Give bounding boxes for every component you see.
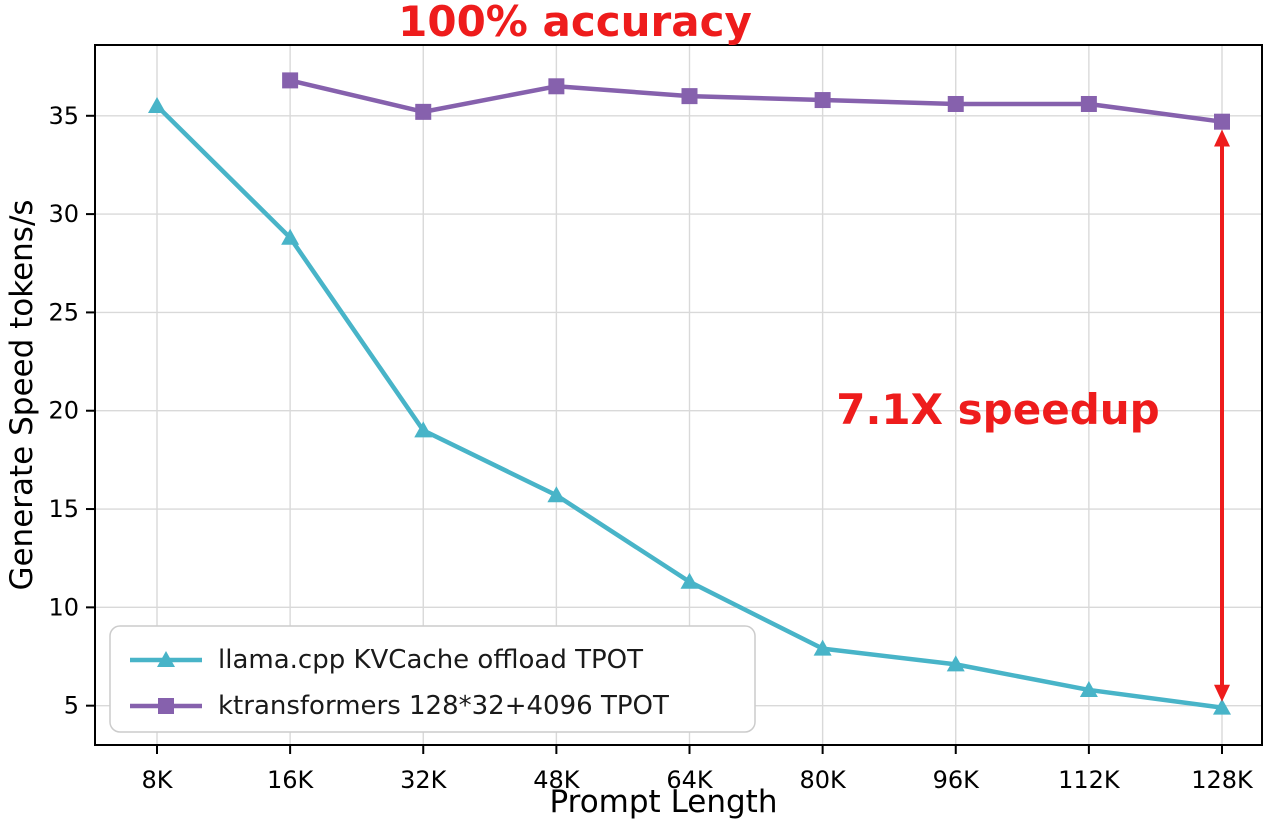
x-tick-label: 96K	[933, 766, 981, 794]
triangle-marker	[946, 655, 965, 672]
y-tick-label: 25	[48, 298, 79, 326]
speedup-arrow	[1214, 129, 1230, 702]
legend-label: llama.cpp KVCache offload TPOT	[218, 645, 643, 675]
legend-item-0: llama.cpp KVCache offload TPOT	[130, 645, 643, 675]
x-tick-label: 48K	[533, 766, 581, 794]
y-tick-label: 20	[48, 397, 79, 425]
x-tick-label: 80K	[799, 766, 847, 794]
square-marker	[1080, 95, 1097, 112]
square-marker	[814, 92, 831, 109]
triangle-marker	[414, 421, 433, 438]
square-marker	[282, 72, 299, 89]
y-tick-label: 30	[48, 200, 79, 228]
x-tick-label: 64K	[666, 766, 714, 794]
x-tick-label: 128K	[1191, 766, 1254, 794]
square-marker	[415, 103, 432, 120]
speedup-annotation: 7.1X speedup	[836, 385, 1160, 434]
accuracy-annotation: 100% accuracy	[398, 0, 752, 46]
triangle-marker	[680, 572, 699, 589]
arrow-head-down	[1214, 684, 1230, 702]
y-axis-label: Generate Speed tokens/s	[4, 199, 40, 590]
legend: llama.cpp KVCache offload TPOT ktransform…	[109, 625, 756, 733]
legend-label: ktransformers 128*32+4096 TPOT	[218, 691, 669, 721]
square-marker	[947, 95, 964, 112]
triangle-marker	[281, 228, 300, 245]
series-1	[282, 72, 1230, 130]
square-marker	[1214, 113, 1230, 130]
arrow-head-up	[1214, 129, 1230, 147]
y-tick-label: 10	[48, 593, 79, 621]
legend-item-1: ktransformers 128*32+4096 TPOT	[130, 691, 669, 721]
x-axis-label: Prompt Length	[550, 784, 778, 820]
y-tick-label: 35	[48, 102, 79, 130]
square-marker	[681, 88, 698, 105]
y-tick-label: 5	[64, 692, 79, 720]
legend-box	[109, 625, 756, 733]
axis-ticks: 8K 16K 32K 48K 64K 80K 96K 112K 128K 5 10 15 20 25 30 3…	[48, 102, 1254, 794]
triangle-marker	[148, 96, 166, 113]
triangle-marker	[813, 639, 832, 656]
plot-border	[94, 44, 1263, 746]
y-tick-label: 15	[48, 495, 79, 523]
square-marker	[158, 698, 174, 714]
x-tick-label: 8K	[141, 766, 173, 794]
x-tick-label: 112K	[1058, 766, 1121, 794]
triangle-marker	[547, 486, 566, 503]
triangle-marker	[1079, 680, 1098, 697]
series-line	[289, 78, 1223, 124]
square-marker	[548, 78, 565, 95]
triangle-marker	[157, 651, 175, 667]
x-tick-label: 16K	[267, 766, 315, 794]
triangle-marker	[1213, 698, 1231, 715]
series-0	[148, 96, 1231, 715]
x-tick-label: 32K	[400, 766, 448, 794]
